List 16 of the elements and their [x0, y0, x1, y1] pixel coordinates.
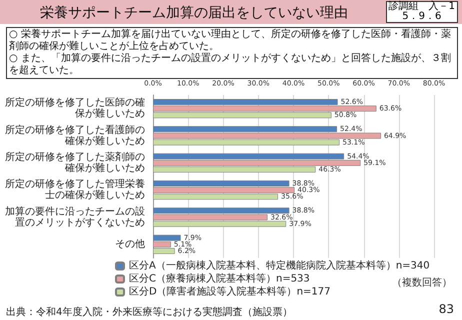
- text: 83: [438, 302, 454, 316]
- legend-label: 区分A（一般病棟入院基本料、特定機能病院入院基本料等）n=340: [129, 260, 430, 272]
- legend-label: 区分D（障害者施設等入院基本料等）n=177: [129, 286, 331, 298]
- text: 診調組 入－1 5．9．6: [386, 1, 458, 23]
- text: ○ 栄養サポートチーム加算を届け出ていない理由として、所定の研修を修了した医師・看護師・薬剤師の確保が難しいことが上位を占めていた。: [9, 29, 452, 52]
- y-tick-label: その他: [115, 238, 145, 250]
- y-tick-label: 加算の要件に沿ったチームの設置のメリットがすくないため: [5, 205, 145, 228]
- legend-label: 区分C（療養病棟入院基本料等）n=533: [129, 272, 310, 284]
- text: ○ また、「加算の要件に沿ったチームの設置のメリットがすくないため」と回答した施設が、３割を超えていた。: [9, 53, 452, 77]
- y-tick-label: 所定の研修を修了した管理栄養士の確保が難しいため: [5, 178, 145, 202]
- y-tick-label: 所定の研修を修了した薬剤師の確保が難しいため: [5, 150, 145, 174]
- y-tick-label: 所定の研修を修了した医師の確保が難しいため: [5, 96, 145, 120]
- text: （複数回答）: [392, 276, 452, 288]
- source-note: 出典：令和4年度入院・外来医療等における実態調査（施設票）: [6, 306, 292, 319]
- y-tick-label: 所定の研修を修了した看護師の確保が難しいため: [5, 124, 145, 147]
- chart-title: 栄養サポートチーム加算の届出をしていない理由: [40, 4, 348, 22]
